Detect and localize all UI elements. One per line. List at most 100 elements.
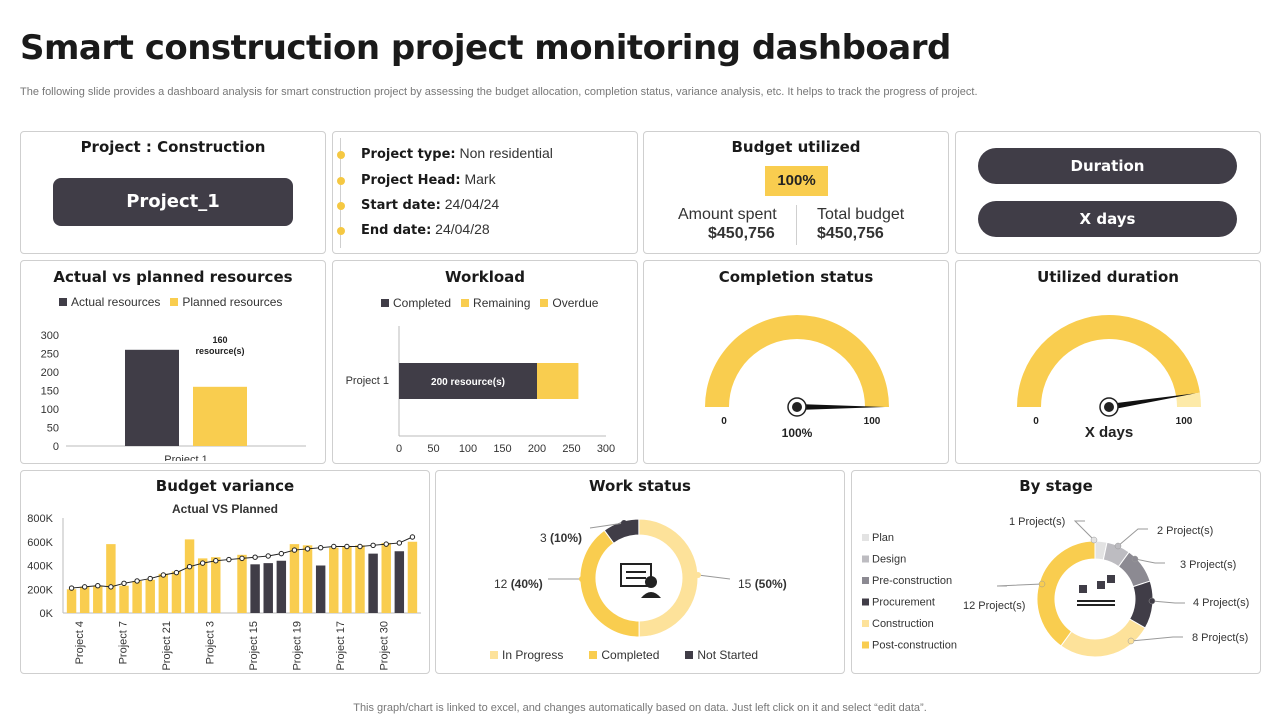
y-tick-label: 200K bbox=[27, 584, 53, 596]
trend-point bbox=[199, 560, 206, 566]
callout-line bbox=[1073, 520, 1095, 541]
info-value: Non residential bbox=[459, 145, 553, 161]
x-tick-label: Project 17 bbox=[335, 621, 347, 671]
legend-completed: Completed bbox=[381, 296, 451, 310]
trend-point bbox=[186, 563, 193, 570]
bar-planned bbox=[211, 557, 221, 613]
bar-planned bbox=[197, 558, 208, 613]
bar-planned bbox=[381, 542, 391, 613]
y-tick-label: 100 bbox=[41, 404, 59, 416]
legend-swatch bbox=[862, 534, 869, 541]
trend-point bbox=[108, 584, 114, 590]
bar-planned bbox=[106, 544, 116, 613]
legend-label: Construction bbox=[872, 618, 934, 630]
gauge-hub-center bbox=[1104, 402, 1114, 412]
gauge-min-label: 0 bbox=[1033, 416, 1039, 427]
trend-point bbox=[396, 540, 403, 546]
page-title: Smart construction project monitoring da… bbox=[20, 28, 951, 68]
workload-legend: Completed Remaining Overdue bbox=[381, 296, 598, 310]
callout-dot bbox=[621, 520, 627, 526]
gauge-remaining bbox=[1176, 392, 1201, 407]
trend-point bbox=[95, 582, 101, 589]
trend-point bbox=[317, 544, 324, 551]
resources-legend: Actual resources Planned resources bbox=[59, 295, 282, 309]
crate-icon bbox=[1079, 585, 1087, 593]
callout-dot bbox=[1038, 580, 1046, 588]
gauge-max-label: 100 bbox=[1176, 416, 1193, 427]
timeline-dot bbox=[337, 202, 345, 210]
bar-planned bbox=[302, 545, 313, 613]
legend-label: Not Started bbox=[697, 648, 759, 662]
legend-actual: Actual resources bbox=[59, 295, 160, 309]
callout-label: 3 (10%) bbox=[540, 531, 582, 545]
bar-planned bbox=[407, 541, 418, 613]
workload-card-title: Workload bbox=[445, 268, 525, 286]
trend-point bbox=[409, 534, 416, 540]
bar-planned bbox=[329, 547, 339, 613]
callout-dot bbox=[1148, 597, 1156, 605]
bar-planned bbox=[93, 585, 103, 613]
project-button[interactable]: Project_1 bbox=[53, 178, 293, 226]
variance-chart: 0K 200K 400K 600K 800K Project 4 Project 7 Proj… bbox=[27, 513, 421, 671]
gauge-needle bbox=[1108, 393, 1196, 410]
callout-dot bbox=[1131, 555, 1139, 563]
legend-swatch bbox=[862, 598, 869, 606]
trend-point bbox=[121, 580, 127, 587]
days-button-label: X days bbox=[1079, 210, 1136, 228]
duration-button-label: Duration bbox=[1070, 157, 1145, 175]
bar-actual bbox=[368, 553, 378, 613]
x-tick-label: 0 bbox=[396, 443, 402, 455]
resources-card-title: Actual vs planned resources bbox=[53, 268, 293, 286]
info-label: Project Head: bbox=[361, 173, 461, 188]
days-button[interactable]: X days bbox=[978, 201, 1237, 237]
amount-spent-value: $450,756 bbox=[708, 225, 775, 242]
bar-remaining bbox=[537, 363, 579, 399]
info-row-start: Start date: 24/04/24 bbox=[361, 196, 499, 213]
donut-center bbox=[1055, 559, 1135, 639]
trend-point bbox=[304, 546, 311, 552]
bar-actual bbox=[250, 564, 260, 613]
callout-label: 12 (40%) bbox=[494, 577, 543, 591]
data-label: 200 resource(s) bbox=[431, 377, 505, 388]
callout-line bbox=[996, 583, 1043, 587]
trend-point bbox=[383, 541, 389, 547]
trend-point bbox=[344, 543, 350, 550]
legend-label: Remaining bbox=[473, 296, 531, 310]
trend-point bbox=[331, 543, 337, 550]
x-tick-label: Project 1 bbox=[164, 454, 207, 461]
callout-line bbox=[1117, 528, 1148, 547]
bar-actual bbox=[263, 563, 273, 613]
x-tick-label: 300 bbox=[597, 443, 615, 455]
y-tick-label: 150 bbox=[41, 386, 59, 398]
bar-actual bbox=[125, 349, 179, 446]
bar-planned bbox=[193, 386, 247, 446]
callout-label: 1 Project(s) bbox=[1009, 516, 1065, 528]
bar-planned bbox=[66, 589, 77, 613]
legend-label: Overdue bbox=[552, 296, 599, 310]
duration-button[interactable]: Duration bbox=[978, 148, 1237, 184]
gauge-value-label: 100% bbox=[782, 426, 813, 440]
workload-chart: 0 50 100 150 200 250 300 Project 1 200 resource(… bbox=[346, 326, 615, 455]
trend-point bbox=[147, 575, 153, 582]
trend-point bbox=[173, 569, 180, 576]
legend-planned: Planned resources bbox=[170, 295, 282, 309]
completion-card: Completion status 0 100 100% bbox=[643, 260, 949, 464]
timeline-dot bbox=[337, 177, 345, 185]
crate-icon bbox=[1097, 581, 1105, 589]
stage-card-title: By stage bbox=[1019, 477, 1093, 495]
y-tick-label: 400K bbox=[27, 561, 53, 573]
gauge-hub-center bbox=[792, 402, 802, 412]
trend-point bbox=[291, 547, 298, 553]
project-card: Project : Construction Project_1 bbox=[20, 131, 326, 254]
gauge-max-label: 100 bbox=[864, 416, 881, 427]
slice-completed bbox=[579, 529, 640, 638]
callout-label: 4 Project(s) bbox=[1193, 597, 1249, 609]
trend-point bbox=[278, 550, 285, 557]
legend-in-progress: In Progress bbox=[490, 648, 563, 662]
info-row-type: Project type: Non residential bbox=[361, 145, 553, 162]
utilized-card: Utilized duration 0 100 X days bbox=[955, 260, 1261, 464]
work-status-chart: 3 (10%) 12 (40%) 15 (50%) bbox=[494, 518, 787, 638]
bar-planned bbox=[158, 573, 169, 613]
total-budget-label: Total budget bbox=[817, 206, 905, 223]
timeline-dot bbox=[337, 227, 345, 235]
